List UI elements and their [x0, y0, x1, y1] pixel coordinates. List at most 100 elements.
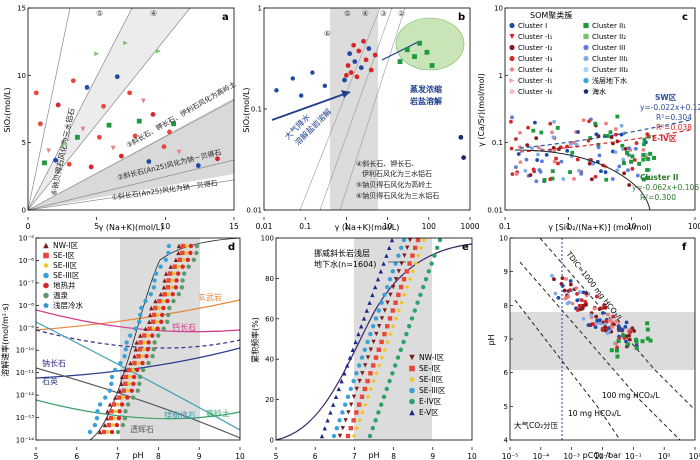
legend-marker	[509, 88, 515, 95]
panel-c-point	[554, 156, 558, 161]
panel-e-point	[407, 324, 412, 329]
panel-d-point	[117, 388, 122, 393]
panel-b-point	[345, 63, 351, 68]
panel-d-point	[103, 395, 108, 400]
panel-e-point	[333, 394, 339, 399]
panel-c-point	[513, 165, 518, 170]
y-tick-label: 60	[265, 315, 274, 323]
panel-d-point	[157, 305, 162, 311]
panel-e-point	[390, 308, 395, 313]
panel-d-point	[169, 285, 175, 290]
panel-f-point	[584, 291, 589, 296]
panel-b-point	[351, 42, 357, 48]
panel-c-point	[641, 152, 646, 157]
panel-c-sw-eq: y=-0.022x+0.121	[640, 103, 700, 112]
panel-b-arrow-rain	[271, 91, 351, 121]
panel-b-point	[397, 59, 403, 64]
panel-c-point	[641, 157, 646, 162]
panel-a-point	[171, 121, 176, 127]
panel-d-point	[153, 305, 158, 311]
panel-d-point	[92, 422, 98, 428]
x-tick-label: 7	[352, 452, 357, 460]
panel-e-point	[371, 363, 376, 368]
panel-a-point	[195, 163, 201, 168]
panel-d-point	[156, 333, 161, 338]
panel-c-point	[596, 142, 601, 147]
x-tick-label: 8	[391, 452, 396, 460]
panel-e-point	[348, 425, 353, 431]
panel-d-point	[101, 429, 107, 435]
panel-e-point	[356, 331, 361, 337]
panel-f-point	[645, 336, 650, 341]
panel-e-point	[351, 394, 357, 399]
y-tick-label: 0.01	[246, 207, 262, 215]
label-kaolin: 高岭土	[206, 408, 230, 418]
panel-c-point	[544, 153, 549, 157]
panel-d-point	[107, 388, 112, 393]
panel-f-point	[556, 295, 561, 300]
panel-f-point	[624, 339, 628, 344]
panel-e-point	[345, 363, 350, 368]
panel-f-point	[648, 338, 653, 343]
panel-d-point	[177, 257, 183, 262]
panel-e-point	[362, 386, 367, 392]
panel-a-point	[94, 51, 100, 57]
y-tick-label: 0.01	[487, 207, 503, 215]
panel-c-point	[619, 123, 624, 128]
panel-d-point	[151, 285, 157, 290]
curve-tdic-100	[519, 261, 681, 440]
panel-e-point	[382, 347, 387, 352]
panel-e-point	[407, 238, 413, 243]
panel-c-point	[555, 126, 560, 130]
panel-d-point	[102, 422, 108, 428]
panel-b-point	[363, 57, 369, 63]
panel-a-point	[53, 157, 58, 163]
panel-d-point	[157, 298, 162, 304]
panel-b-point	[412, 54, 417, 59]
legend-label: Cluster III	[592, 44, 625, 52]
panel-f-point	[600, 306, 605, 310]
panel-e-point	[415, 300, 420, 305]
panel-b-note5: ⑤钠贝得石风化为高岭土	[356, 180, 432, 189]
panel-e-point	[410, 269, 415, 274]
panel-a-point	[61, 141, 67, 147]
panel-e-plot	[276, 238, 472, 440]
y-tick-label: 100	[261, 235, 274, 243]
panel-f-tdic-curves	[514, 238, 695, 440]
panel-d-point	[125, 388, 130, 393]
panel-f-point	[562, 288, 567, 293]
panel-d-point	[105, 409, 110, 414]
panel-b-note4a: ④斜长石、钾长石、	[356, 159, 418, 168]
panel-f-point	[625, 342, 630, 347]
panel-c-point	[531, 167, 536, 172]
panel-c-ticks: 0.1 1 10 100 0.01 0.1 1 10	[487, 5, 700, 232]
panel-e-point	[398, 347, 403, 352]
panel-e-point	[322, 425, 327, 431]
legend-marker	[583, 33, 589, 40]
panel-d-point	[171, 298, 176, 304]
legend-label: Cluster -I₁	[518, 33, 553, 41]
y-tick-label: 10⁻¹¹	[16, 369, 34, 377]
panel-d-point	[120, 422, 126, 428]
panel-c-point	[509, 146, 514, 151]
panel-a-point	[97, 134, 102, 140]
panel-f-point	[568, 282, 573, 287]
panel-a-xlabel: γ (Na+K)(mol/L)	[99, 223, 164, 232]
panel-c-point	[516, 152, 521, 156]
panel-b-point	[429, 63, 435, 68]
panel-d-point	[127, 381, 132, 386]
panel-a-ylabel: SiO₂(mol/L)	[3, 87, 12, 132]
x-tick-label: 10	[467, 452, 477, 460]
panel-f-point	[575, 308, 580, 313]
panel-e-point	[365, 394, 371, 399]
panel-e-point	[339, 378, 344, 384]
panel-f-point	[609, 348, 614, 353]
panel-e-point	[363, 402, 368, 407]
legend-label: Cluster II₁	[592, 22, 626, 30]
panel-e-point	[368, 371, 373, 376]
panel-e-point	[371, 339, 376, 345]
panel-d-point	[111, 402, 117, 407]
panel-b-arrow-evap	[381, 41, 419, 61]
panel-d-point	[133, 326, 138, 331]
